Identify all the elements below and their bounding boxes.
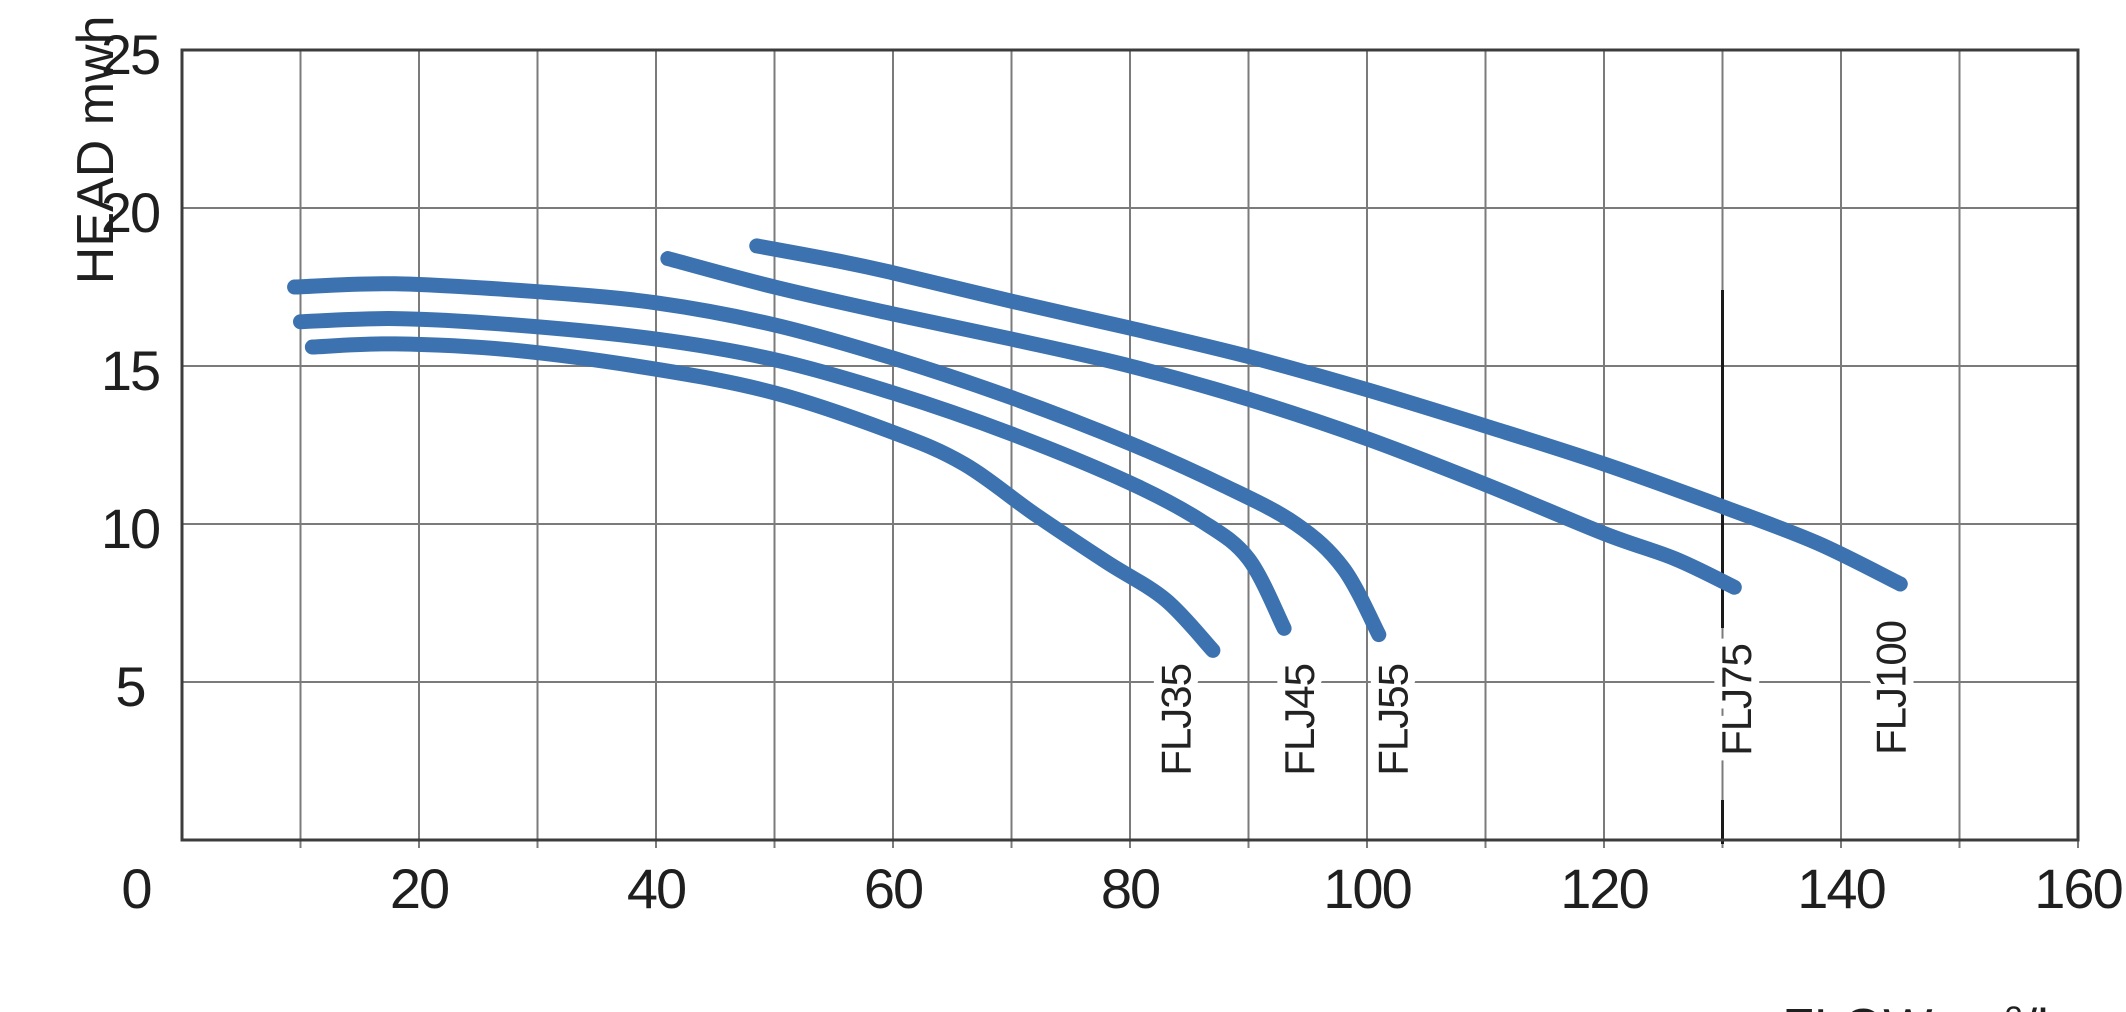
curve-FLJ100 bbox=[749, 238, 1908, 592]
y-tick-label-20: 20 bbox=[101, 181, 159, 244]
y-tick-labels: 5 10 15 20 25 bbox=[101, 23, 161, 718]
y-tick-label-15: 15 bbox=[101, 339, 159, 402]
curve-label-FLJ100: FLJ100 bbox=[1867, 621, 1914, 755]
curve-FLJ45 bbox=[293, 311, 1292, 636]
y-tick-label-25: 25 bbox=[101, 23, 159, 86]
curve-FLJ75 bbox=[660, 251, 1742, 595]
x-tick-label-40: 40 bbox=[627, 857, 685, 920]
x-axis-title-superscript: 3 bbox=[2005, 1000, 2023, 1012]
x-axis-title: FLOW m3/h bbox=[1560, 938, 2066, 1012]
y-axis-title: HEAD mwh bbox=[6, 15, 125, 342]
x-tick-label-160: 160 bbox=[2034, 857, 2121, 920]
y-axis-title-text: HEAD mwh bbox=[67, 15, 125, 285]
x-tick-label-60: 60 bbox=[864, 857, 922, 920]
x-tick-label-140: 140 bbox=[1797, 857, 1884, 920]
x-tick-label-80: 80 bbox=[1101, 857, 1159, 920]
curve-labels: FLJ35 FLJ45 FLJ55 FLJ75 FLJ100 bbox=[1145, 613, 1923, 784]
x-tick-label-20: 20 bbox=[390, 857, 448, 920]
curve-FLJ35 bbox=[304, 336, 1221, 658]
curve-label-FLJ35: FLJ35 bbox=[1153, 664, 1200, 776]
x-tick-label-100: 100 bbox=[1323, 857, 1410, 920]
x-tick-labels: 0 20 40 60 80 100 120 140 160 bbox=[121, 857, 2123, 920]
curve-FLJ55 bbox=[287, 276, 1387, 643]
x-axis-title-post: /h bbox=[2023, 999, 2066, 1012]
curve-label-FLJ45: FLJ45 bbox=[1276, 664, 1323, 776]
x-axis-title-pre: FLOW m bbox=[1782, 999, 2004, 1012]
x-tick-label-120: 120 bbox=[1560, 857, 1647, 920]
y-tick-label-5: 5 bbox=[115, 655, 144, 718]
plot-border bbox=[180, 48, 2080, 842]
pump-curves bbox=[287, 238, 1908, 658]
x-tick-label-0: 0 bbox=[121, 857, 150, 920]
y-tick-label-10: 10 bbox=[101, 497, 159, 560]
curve-label-FLJ75: FLJ75 bbox=[1713, 644, 1760, 756]
curve-label-FLJ55: FLJ55 bbox=[1370, 664, 1417, 776]
